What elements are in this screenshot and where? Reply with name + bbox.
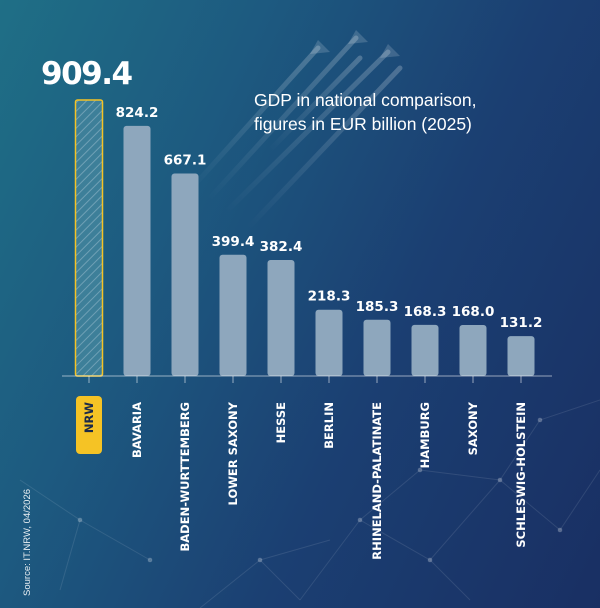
value-label: 909.4 — [41, 56, 132, 92]
value-label: 131.2 — [500, 315, 543, 331]
bar-baden-wurttemberg — [171, 173, 199, 376]
network-decoration — [19, 399, 600, 608]
value-label: 218.3 — [308, 289, 351, 305]
highlight-label-background — [76, 396, 102, 454]
value-label: 168.3 — [404, 304, 447, 320]
arrow-heads-decoration — [310, 30, 400, 58]
category-label: BERLIN — [322, 402, 336, 449]
chart-subtitle: GDP in national comparison, figures in E… — [254, 88, 476, 136]
value-label: 824.2 — [116, 105, 159, 121]
category-label: SCHLESWIG-HOLSTEIN — [514, 402, 528, 548]
subtitle-line-2: figures in EUR billion (2025) — [254, 114, 472, 134]
category-label: RHINELAND-PALATINATE — [370, 402, 384, 560]
bar-rhineland-palatinate — [363, 319, 391, 376]
bar-schleswig-holstein — [507, 336, 535, 376]
category-label: NRW — [82, 402, 96, 433]
bar-lower-saxony — [219, 254, 247, 376]
category-label: HAMBURG — [418, 402, 432, 468]
category-label: SAXONY — [466, 401, 480, 455]
category-label: LOWER SAXONY — [226, 401, 240, 505]
subtitle-line-1: GDP in national comparison, — [254, 90, 477, 110]
value-label: 185.3 — [356, 299, 399, 315]
category-label: HESSE — [274, 402, 288, 444]
category-label: BADEN-WURTTEMBERG — [178, 402, 192, 551]
bar-hesse — [267, 259, 295, 376]
bar-saxony — [459, 325, 487, 376]
value-label: 399.4 — [212, 234, 255, 250]
source-note: Source: IT.NRW, 04/2026 — [22, 488, 33, 596]
bar-berlin — [315, 309, 343, 376]
bar-bavaria — [123, 125, 151, 376]
value-label: 168.0 — [452, 304, 495, 320]
value-label: 382.4 — [260, 239, 303, 255]
bar-nrw — [74, 99, 104, 377]
trend-arrows-decoration — [187, 35, 403, 231]
bar-hamburg — [411, 324, 439, 376]
value-label: 667.1 — [164, 153, 207, 169]
category-label: BAVARIA — [130, 402, 144, 458]
